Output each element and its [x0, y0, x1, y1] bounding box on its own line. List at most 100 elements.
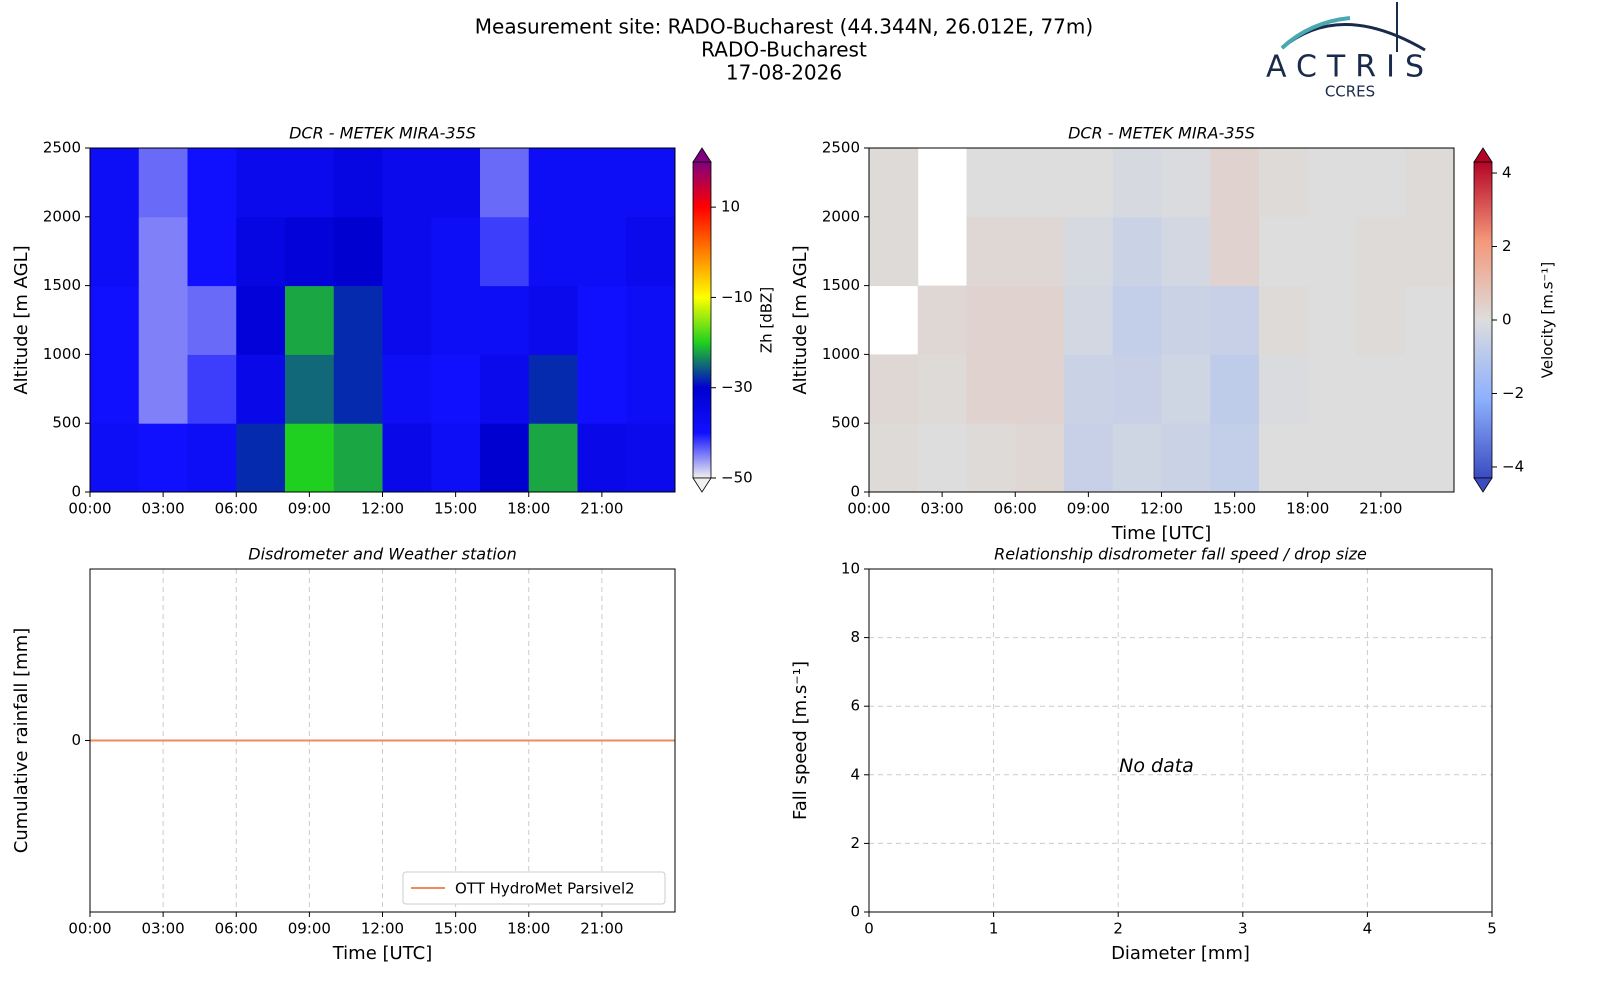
header-title: Measurement site: RADO-Bucharest (44.344…: [475, 15, 1093, 39]
axes-title: Disdrometer and Weather station: [248, 545, 516, 564]
colorbar: [1473, 161, 1493, 479]
heatmap-cell: [626, 423, 676, 493]
x-tick-label: 5: [1487, 920, 1497, 938]
x-tick-label: 00:00: [68, 920, 111, 938]
annotation: No data: [1119, 755, 1194, 777]
heatmap-cell: [480, 354, 530, 424]
colorbar-extend-bottom: [692, 477, 712, 493]
heatmap-cell: [1015, 285, 1065, 355]
y-tick-label: 2000: [822, 207, 860, 225]
colorbar-extend-top: [692, 147, 712, 163]
colorbar-tick-label: 0: [1502, 311, 1512, 329]
heatmap-cell: [187, 148, 237, 218]
x-tick-label: 12:00: [1140, 500, 1183, 518]
heatmap-cell: [431, 423, 481, 493]
heatmap-cell: [1064, 354, 1114, 424]
heatmap-cell: [626, 285, 676, 355]
heatmap-cell: [431, 148, 481, 218]
heatmap-cell: [1405, 285, 1455, 355]
y-tick-label: 500: [52, 414, 81, 432]
heatmap-cell: [1161, 216, 1211, 287]
heatmap-cell: [431, 354, 481, 424]
panel: −50 −30 −10 10 Zh [dBZ] 00:00 03:00 06:00 09:00 1…: [11, 124, 776, 518]
heatmap-cell: [528, 148, 578, 218]
logo-subtext: CCRES: [1325, 83, 1375, 101]
heatmap-cell: [285, 285, 335, 355]
heatmap-cell: [528, 423, 578, 493]
y-axis-label: Fall speed [m.s⁻¹]: [790, 661, 811, 820]
heatmap-cell: [1064, 148, 1114, 218]
heatmap-cell: [187, 285, 237, 355]
y-tick-label: 0: [850, 483, 860, 501]
heatmap-cell: [528, 216, 578, 287]
heatmap-cell: [577, 423, 627, 493]
x-tick-label: 12:00: [361, 500, 404, 518]
x-tick-label: 21:00: [580, 920, 623, 938]
heatmap-cell: [138, 216, 188, 287]
heatmap-cell: [1015, 354, 1065, 424]
y-tick-label: 1500: [822, 276, 860, 294]
heatmap-cell: [333, 354, 383, 424]
heatmap-cell: [1356, 216, 1406, 287]
y-tick-label: 1000: [43, 345, 81, 363]
heatmap-cell: [1161, 423, 1211, 493]
heatmap-cell: [187, 216, 237, 287]
heatmap-cell: [1356, 423, 1406, 493]
heatmap-cell: [1161, 148, 1211, 218]
heatmap-cell: [333, 148, 383, 218]
heatmap-cell: [528, 354, 578, 424]
x-tick-label: 06:00: [215, 920, 258, 938]
heatmap-cell: [1259, 423, 1309, 493]
axes-title: DCR - METEK MIRA-35S: [289, 124, 476, 143]
x-tick-label: 18:00: [507, 920, 550, 938]
y-tick-label: 0: [71, 483, 81, 501]
colorbar-tick-label: 2: [1502, 237, 1512, 255]
colorbar-tick-label: −50: [721, 469, 753, 487]
x-tick-label: 21:00: [580, 500, 623, 518]
heatmap-cell: [187, 423, 237, 493]
heatmap-cell: [90, 354, 140, 424]
y-tick-label: 2: [850, 834, 860, 852]
heatmap-cell: [626, 354, 676, 424]
legend-box: [402, 871, 666, 905]
heatmap-cell: [138, 354, 188, 424]
y-tick-label: 8: [850, 628, 860, 646]
x-tick-label: 06:00: [215, 500, 258, 518]
heatmap-cell: [626, 216, 676, 287]
heatmap-cell: [236, 148, 286, 218]
heatmap-cell: [1112, 354, 1162, 424]
heatmap-cell: [869, 148, 919, 218]
heatmap-cell: [1064, 285, 1114, 355]
heatmap-cell: [1112, 423, 1162, 493]
heatmap-cell: [90, 285, 140, 355]
heatmap-cell: [1307, 285, 1357, 355]
y-tick-label: 2000: [43, 207, 81, 225]
heatmap-cell: [1356, 354, 1406, 424]
x-tick-label: 15:00: [434, 920, 477, 938]
header-subtitle: RADO-Bucharest: [701, 38, 867, 62]
panel: −4 −2 0 2 4 Velocity [m.s⁻¹] 00:00 03:00 06:00 09…: [790, 124, 1557, 545]
colorbar-extend-bottom: [1473, 477, 1493, 493]
colorbar: [692, 161, 712, 479]
heatmap-cell: [90, 423, 140, 493]
logo-text: ACTRIS: [1266, 50, 1434, 85]
heatmap-cell: [1259, 216, 1309, 287]
y-tick-label: 2500: [822, 139, 860, 157]
heatmap-cell: [90, 216, 140, 287]
x-tick-label: 4: [1363, 920, 1373, 938]
heatmap-cell: [382, 285, 432, 355]
x-tick-label: 00:00: [847, 500, 890, 518]
heatmap-cell: [1307, 216, 1357, 287]
heatmap-cell: [138, 285, 188, 355]
axes-frame: [868, 568, 1493, 913]
heatmap-cell: [1210, 148, 1260, 218]
heatmap-cell: [966, 354, 1016, 424]
heatmap-cell: [1356, 285, 1406, 355]
heatmap-cell: [1259, 354, 1309, 424]
heatmap-cell: [917, 423, 967, 493]
heatmap-cell: [1307, 423, 1357, 493]
y-tick-label: 1500: [43, 276, 81, 294]
heatmap-cell: [1015, 148, 1065, 218]
